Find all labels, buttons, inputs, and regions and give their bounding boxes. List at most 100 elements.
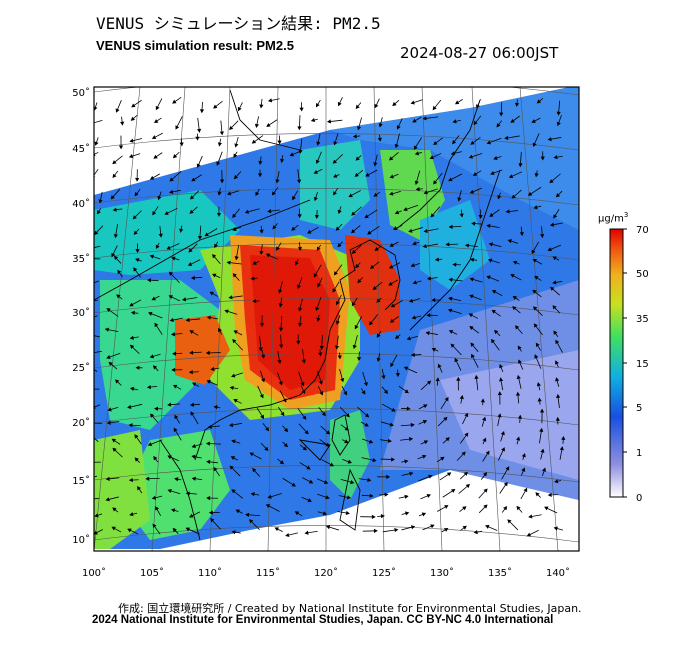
wind-arrow-head [531, 249, 536, 255]
wind-arrow-head [237, 106, 242, 112]
wind-arrow-head [231, 530, 236, 535]
wind-arrow-head [278, 289, 283, 294]
colorbar-unit: μg/m3 [598, 211, 629, 225]
wind-arrow-head [258, 160, 263, 166]
wind-arrow-head [486, 275, 491, 280]
wind-arrow-head [516, 505, 521, 511]
wind-arrow-head [444, 396, 449, 402]
wind-arrow-head [392, 101, 397, 107]
wind-arrow-head [474, 374, 479, 379]
wind-arrow-head [231, 439, 236, 444]
wind-arrow [94, 350, 102, 354]
wind-arrow-head [333, 173, 338, 178]
wind-arrow-head [252, 468, 257, 473]
wind-arrow-head [376, 333, 381, 338]
wind-arrow-head [346, 495, 352, 500]
wind-arrow-head [175, 125, 180, 130]
wind-arrow-head [279, 460, 285, 465]
wind-arrow-head [105, 497, 110, 502]
wind-arrow-head [278, 327, 284, 332]
wind-arrow-head [294, 261, 299, 266]
wind-arrow-head [265, 504, 271, 509]
wind-arrow [94, 335, 100, 338]
wind-arrow-head [302, 446, 307, 451]
wind-arrow-head [170, 508, 176, 513]
wind-arrow-head [326, 119, 332, 124]
wind-arrow-head [137, 486, 142, 491]
wind-arrow-head [444, 505, 449, 509]
wind-arrow-head [212, 254, 217, 259]
wind-arrow-head [332, 288, 337, 293]
wind-arrow-head [289, 152, 294, 157]
wind-arrow-head [507, 519, 512, 524]
wind-arrow-head [533, 306, 538, 311]
wind-arrow-head [408, 228, 413, 233]
wind-arrow-head [129, 386, 135, 392]
wind-arrow-head [174, 477, 179, 482]
wind-arrow-head [283, 442, 289, 448]
wind-arrow-head [404, 459, 409, 464]
wind-arrow-head [224, 309, 229, 314]
longitude-axis: 100˚ 105˚ 110˚ 115˚ 120˚ 125˚ 130˚ 135˚ … [82, 567, 570, 579]
wind-arrow-head [387, 438, 392, 443]
wind-arrow-head [372, 285, 377, 290]
wind-arrow-head [518, 359, 522, 364]
wind-arrow-head [469, 294, 474, 299]
wind-arrow-head [472, 172, 478, 176]
wind-arrow-head [111, 252, 116, 258]
wind-arrow-head [372, 458, 377, 463]
wind-arrow-head [532, 289, 537, 294]
wind-arrow-head [172, 351, 177, 356]
wind-arrow-head [423, 404, 428, 409]
wind-arrow-head [250, 276, 255, 281]
wind-arrow-head [279, 158, 285, 163]
wind-arrow-head [391, 457, 396, 462]
wind-arrow-head [356, 357, 362, 362]
wind-arrow-head [228, 295, 233, 300]
lat-label: 15˚ [72, 475, 90, 487]
wind-arrow-head [451, 489, 456, 493]
wind-arrow-head [334, 345, 340, 350]
wind-arrow-head [106, 308, 111, 313]
wind-arrow-head [348, 193, 353, 198]
wind-arrow-head [265, 253, 271, 258]
wind-arrow-head [335, 320, 340, 325]
wind-arrow-head [314, 215, 320, 220]
wind-arrow-head [364, 413, 370, 418]
wind-arrow-head [146, 384, 151, 390]
wind-arrow-head [294, 511, 300, 516]
wind-arrow-head [499, 112, 504, 117]
wind-arrow-head [368, 439, 374, 444]
wind-arrow-head [355, 263, 360, 269]
wind-arrow-head [422, 244, 427, 249]
wind-arrow-head [291, 482, 296, 487]
wind-arrow-head [279, 344, 284, 349]
wind-arrow-head [151, 495, 156, 500]
wind-arrow-head [452, 119, 457, 124]
wind-arrow-head [164, 211, 169, 215]
wind-arrow-head [429, 155, 434, 160]
wind-arrow-head [306, 465, 311, 470]
wind-arrow-head [301, 389, 306, 394]
wind-arrow-head [209, 291, 214, 296]
wind-arrow-head [275, 179, 280, 184]
map-panel [94, 87, 579, 551]
wind-arrow [94, 475, 98, 478]
wind-arrow-head [94, 230, 99, 236]
wind-arrow-head [132, 215, 137, 220]
wind-arrow-head [191, 476, 196, 481]
wind-arrow-head [325, 442, 330, 447]
wind-arrow-head [431, 297, 436, 303]
wind-arrow-head [403, 366, 409, 371]
wind-arrow-head [154, 119, 159, 124]
wind-arrow-head [272, 225, 277, 230]
wind-arrow-head [374, 246, 379, 251]
wind-arrow-head [152, 211, 157, 216]
wind-arrow-head [333, 191, 337, 196]
wind-arrow-head [261, 378, 266, 383]
wind-arrow-head [552, 280, 557, 285]
wind-arrow-head [299, 107, 304, 112]
wind-arrow-head [104, 327, 110, 332]
wind-arrow-head [149, 175, 155, 180]
wind-arrow-head [190, 275, 195, 280]
